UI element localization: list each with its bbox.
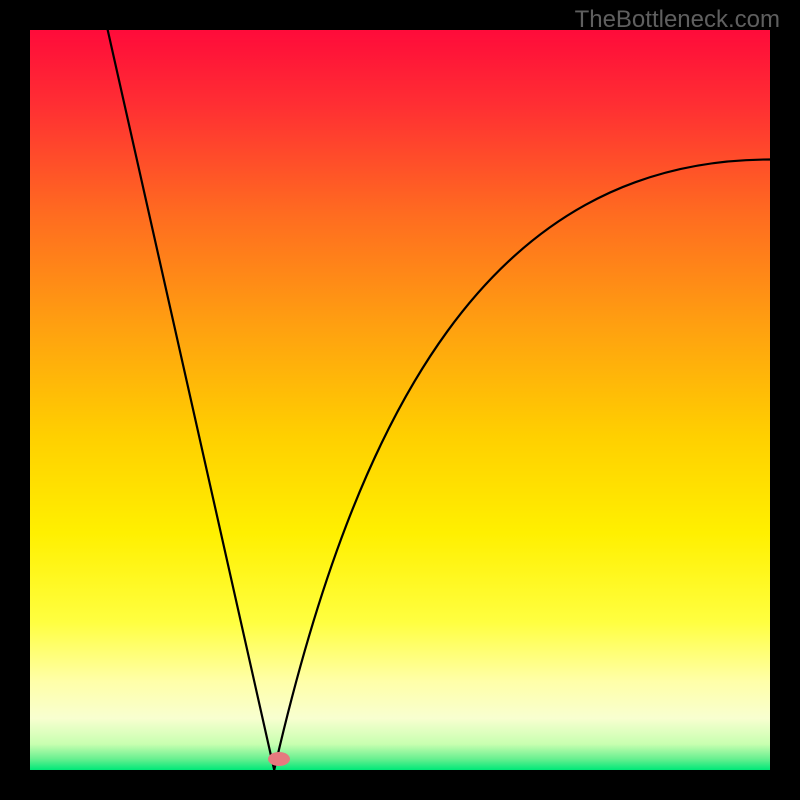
watermark-text: TheBottleneck.com [575, 6, 780, 34]
plot-area [30, 30, 770, 770]
vertex-marker [268, 752, 290, 766]
gradient-background [30, 30, 770, 770]
chart-stage: TheBottleneck.com [0, 0, 800, 800]
